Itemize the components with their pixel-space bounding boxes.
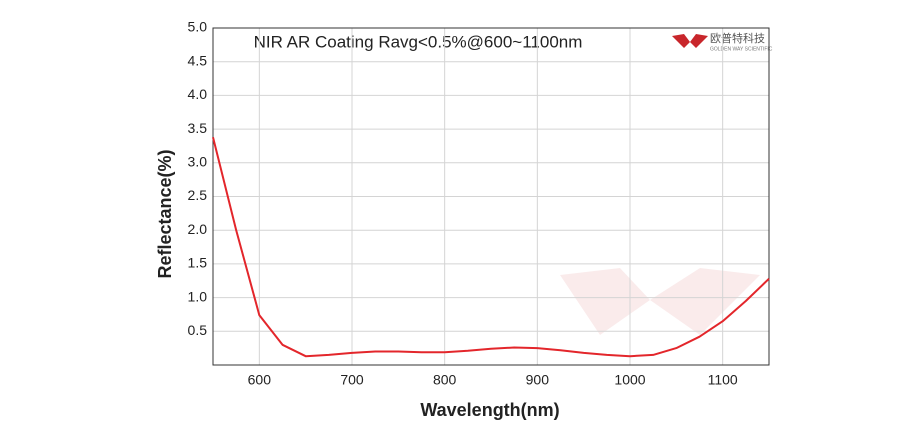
plot-frame xyxy=(212,27,770,366)
y-tick-label: 4.0 xyxy=(188,86,208,102)
y-tick-label: 1.5 xyxy=(188,255,208,271)
watermark xyxy=(560,268,760,335)
y-tick-label: 5.0 xyxy=(188,19,208,35)
y-tick-label: 4.5 xyxy=(188,52,208,68)
x-tick-label: 800 xyxy=(433,372,457,388)
y-tick-label: 3.5 xyxy=(188,120,208,136)
x-tick-label: 1100 xyxy=(708,372,738,388)
x-tick-label: 600 xyxy=(248,372,272,388)
logo-icon xyxy=(672,34,708,48)
x-tick-label: 1000 xyxy=(614,372,645,388)
x-tick-label: 900 xyxy=(526,372,550,388)
logo-name: 欧普特科技 xyxy=(710,31,765,45)
x-tick-label: 700 xyxy=(340,372,364,388)
data-line xyxy=(212,136,770,358)
logo-subtitle: GOLDEN WAY SCIENTIFIC xyxy=(710,46,773,52)
y-tick-label: 1.0 xyxy=(188,288,208,304)
y-tick-label: 3.0 xyxy=(188,154,208,170)
y-tick-label: 2.5 xyxy=(188,187,208,203)
watermark-logo xyxy=(560,268,760,335)
y-axis-label: Reflectance(%) xyxy=(155,149,175,278)
x-axis-label: Wavelength(nm) xyxy=(420,400,559,420)
chart-title: NIR AR Coating Ravg<0.5%@600~1100nm xyxy=(254,32,583,51)
y-tick-label: 2.0 xyxy=(188,221,208,237)
y-tick-label: 0.5 xyxy=(188,322,208,338)
